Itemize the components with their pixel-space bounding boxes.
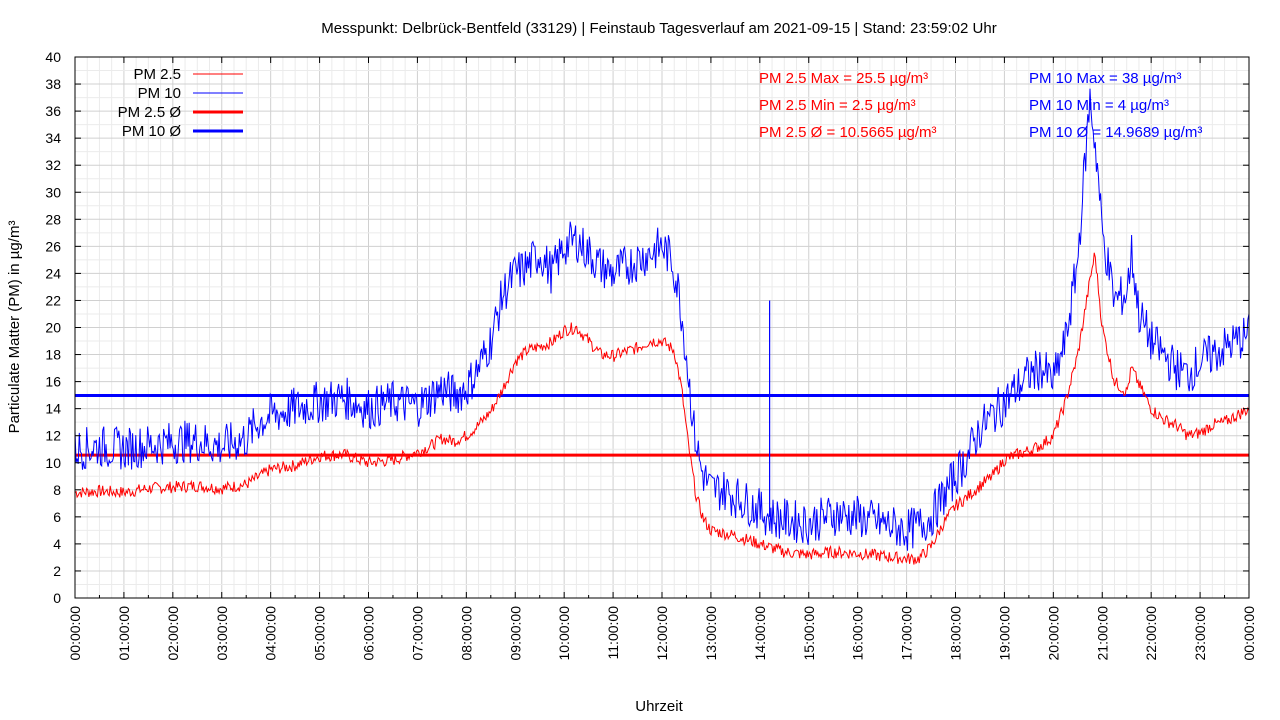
- y-tick-label: 18: [45, 347, 61, 363]
- series-lines: [74, 88, 1250, 565]
- x-tick-label: 00:00:00: [67, 606, 83, 661]
- x-tick-label: 06:00:00: [361, 606, 377, 661]
- x-tick-label: 13:00:00: [703, 606, 719, 661]
- y-tick-label: 8: [53, 482, 61, 498]
- x-tick-label: 15:00:00: [801, 606, 817, 661]
- x-tick-label: 18:00:00: [948, 606, 964, 661]
- stat-annotation: PM 2.5 Max = 25.5 µg/m³: [759, 70, 928, 87]
- y-tick-label: 0: [53, 590, 61, 606]
- y-tick-label: 36: [45, 103, 61, 119]
- x-tick-label: 02:00:00: [165, 606, 181, 661]
- stat-annotation: PM 10 Ø = 14.9689 µg/m³: [1029, 124, 1202, 141]
- x-tick-label: 21:00:00: [1094, 606, 1110, 661]
- stat-annotation: PM 2.5 Ø = 10.5665 µg/m³: [759, 124, 936, 141]
- x-tick-label: 17:00:00: [899, 606, 915, 661]
- x-tick-label: 03:00:00: [214, 606, 230, 661]
- x-tick-label: 20:00:00: [1045, 606, 1061, 661]
- legend-label: PM 10: [138, 85, 181, 102]
- y-tick-label: 20: [45, 320, 61, 336]
- y-tick-label: 2: [53, 563, 61, 579]
- y-axis-label: Particulate Matter (PM) in µg/m³: [6, 221, 23, 434]
- y-tick-label: 14: [45, 401, 61, 417]
- x-tick-label: 05:00:00: [312, 606, 328, 661]
- stat-annotation: PM 10 Min = 4 µg/m³: [1029, 97, 1169, 114]
- x-tick-label: 12:00:00: [654, 606, 670, 661]
- legend-label: PM 10 Ø: [122, 123, 182, 140]
- x-tick-label: 16:00:00: [850, 606, 866, 661]
- stat-annotation: PM 2.5 Min = 2.5 µg/m³: [759, 97, 916, 114]
- y-tick-label: 24: [45, 265, 61, 281]
- y-tick-label: 12: [45, 428, 61, 444]
- x-tick-label: 08:00:00: [458, 606, 474, 661]
- series-line-pm-10: [74, 88, 1250, 551]
- y-tick-label: 40: [45, 49, 61, 65]
- x-tick-label: 22:00:00: [1143, 606, 1159, 661]
- x-tick-label: 19:00:00: [996, 606, 1012, 661]
- y-tick-label: 22: [45, 292, 61, 308]
- statistics-annotations: PM 2.5 Max = 25.5 µg/m³ PM 2.5 Min = 2.5 …: [759, 70, 1202, 141]
- y-tick-label: 28: [45, 211, 61, 227]
- y-tick-label: 6: [53, 509, 61, 525]
- y-tick-label: 4: [53, 536, 61, 552]
- chart-title: Messpunkt: Delbrück-Bentfeld (33129) | F…: [321, 20, 996, 37]
- x-axis-label: Uhrzeit: [635, 698, 683, 715]
- x-tick-label: 04:00:00: [263, 606, 279, 661]
- y-tick-label: 16: [45, 374, 61, 390]
- x-tick-label: 11:00:00: [605, 606, 621, 660]
- x-tick-label: 23:00:00: [1192, 606, 1208, 661]
- y-tick-label: 38: [45, 76, 61, 92]
- axis-ticks: 024681012141618202224262830323436384000:…: [45, 49, 1257, 661]
- y-tick-label: 10: [45, 455, 61, 471]
- x-tick-label: 10:00:00: [556, 606, 572, 661]
- stat-annotation: PM 10 Max = 38 µg/m³: [1029, 70, 1181, 87]
- x-tick-label: 01:00:00: [116, 606, 132, 661]
- legend-label: PM 2.5 Ø: [118, 104, 182, 121]
- x-tick-label: 09:00:00: [507, 606, 523, 661]
- y-tick-label: 32: [45, 157, 61, 173]
- legend-label: PM 2.5: [133, 66, 181, 83]
- series-line-pm-2-5: [74, 252, 1250, 565]
- legend: PM 2.5 PM 10 PM 2.5 Ø PM 10 Ø: [118, 66, 243, 140]
- y-tick-label: 26: [45, 238, 61, 254]
- y-tick-label: 30: [45, 184, 61, 200]
- x-tick-label: 14:00:00: [752, 606, 768, 661]
- y-tick-label: 34: [45, 130, 61, 146]
- x-tick-label: 07:00:00: [409, 606, 425, 661]
- x-tick-label: 00:00:00: [1241, 606, 1257, 661]
